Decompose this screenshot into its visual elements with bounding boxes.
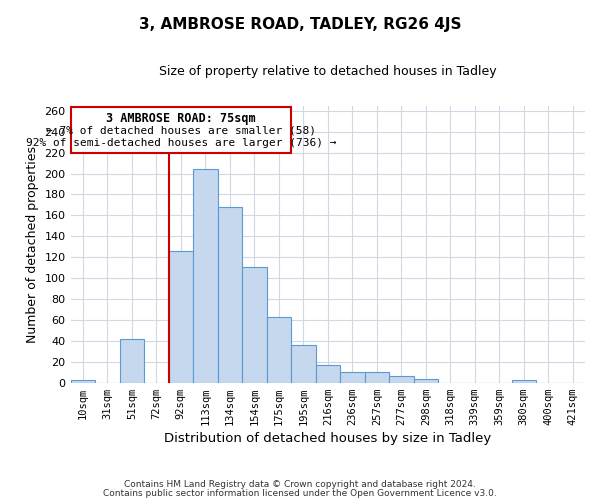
Bar bbox=[71, 380, 95, 382]
Bar bbox=[266, 317, 291, 382]
Bar bbox=[365, 372, 389, 382]
Bar bbox=[413, 378, 438, 382]
Text: 3, AMBROSE ROAD, TADLEY, RG26 4JS: 3, AMBROSE ROAD, TADLEY, RG26 4JS bbox=[139, 18, 461, 32]
Bar bbox=[169, 251, 193, 382]
FancyBboxPatch shape bbox=[71, 106, 291, 152]
Bar bbox=[291, 345, 316, 383]
Bar bbox=[512, 380, 536, 382]
Y-axis label: Number of detached properties: Number of detached properties bbox=[26, 146, 39, 342]
Text: ← 7% of detached houses are smaller (58): ← 7% of detached houses are smaller (58) bbox=[46, 126, 316, 136]
Text: 92% of semi-detached houses are larger (736) →: 92% of semi-detached houses are larger (… bbox=[26, 138, 336, 148]
Title: Size of property relative to detached houses in Tadley: Size of property relative to detached ho… bbox=[159, 65, 497, 78]
Text: 3 AMBROSE ROAD: 75sqm: 3 AMBROSE ROAD: 75sqm bbox=[106, 112, 256, 125]
Text: Contains public sector information licensed under the Open Government Licence v3: Contains public sector information licen… bbox=[103, 488, 497, 498]
Bar bbox=[218, 207, 242, 382]
Bar bbox=[242, 266, 266, 382]
X-axis label: Distribution of detached houses by size in Tadley: Distribution of detached houses by size … bbox=[164, 432, 491, 445]
Bar bbox=[193, 170, 218, 382]
Bar bbox=[119, 339, 144, 382]
Bar bbox=[389, 376, 413, 382]
Text: Contains HM Land Registry data © Crown copyright and database right 2024.: Contains HM Land Registry data © Crown c… bbox=[124, 480, 476, 489]
Bar bbox=[340, 372, 365, 382]
Bar bbox=[316, 365, 340, 382]
